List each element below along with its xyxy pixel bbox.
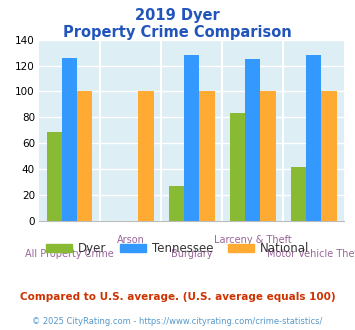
Text: 2019 Dyer: 2019 Dyer [135,8,220,23]
Bar [200,91,214,221]
Bar [306,55,322,221]
Bar [230,114,245,221]
Text: All Property Crime: All Property Crime [25,249,114,259]
Text: Larceny & Theft: Larceny & Theft [214,235,292,245]
Text: Compared to U.S. average. (U.S. average equals 100): Compared to U.S. average. (U.S. average … [20,292,335,302]
Bar [47,132,62,221]
Bar [322,91,337,221]
Bar [184,55,200,221]
Text: Burglary: Burglary [171,249,212,259]
Text: Arson: Arson [117,235,144,245]
Text: Property Crime Comparison: Property Crime Comparison [63,25,292,40]
Text: © 2025 CityRating.com - https://www.cityrating.com/crime-statistics/: © 2025 CityRating.com - https://www.city… [32,317,323,326]
Legend: Dyer, Tennessee, National: Dyer, Tennessee, National [41,237,314,260]
Bar [62,58,77,221]
Bar [245,59,261,221]
Bar [261,91,275,221]
Bar [77,91,92,221]
Bar [138,91,153,221]
Text: Motor Vehicle Theft: Motor Vehicle Theft [267,249,355,259]
Bar [291,167,306,221]
Bar [169,186,184,221]
